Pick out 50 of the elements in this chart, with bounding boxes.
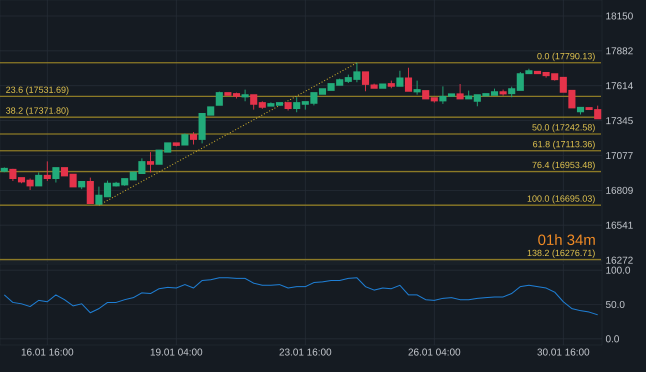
candlestick xyxy=(404,67,412,92)
x-tick-label: 16.01 16:00 xyxy=(22,348,74,356)
candlestick xyxy=(284,102,292,111)
candlestick xyxy=(250,94,258,110)
ref-line-label: 100.0 (16695.03) xyxy=(528,195,595,204)
ref-line-label: 61.8 (17113.36) xyxy=(533,140,595,150)
candlestick xyxy=(258,100,266,110)
y-tick-label: 0.0 xyxy=(606,335,619,342)
x-tick-label: 23.01 16:00 xyxy=(279,348,332,356)
x-tick-label: 26.01 04:00 xyxy=(408,348,460,356)
candlestick xyxy=(379,83,386,90)
y-tick-label: 17882 xyxy=(606,47,633,54)
candlestick xyxy=(52,166,60,184)
y-tick-label: 17345 xyxy=(606,117,633,124)
x-tick-label: 30.01 16:00 xyxy=(537,348,590,356)
candlestick xyxy=(146,152,154,173)
candlestick xyxy=(500,89,507,96)
y-tick-label: 16809 xyxy=(606,186,633,194)
candlestick xyxy=(0,166,8,173)
ref-line-label: 138.2 (16276.71) xyxy=(528,250,595,258)
candlestick xyxy=(456,84,464,100)
candlestick xyxy=(396,70,404,88)
ref-line-label: 23.6 (17531.69) xyxy=(6,86,68,95)
candlestick xyxy=(172,142,180,147)
x-tick-label: 19.01 04:00 xyxy=(150,348,202,356)
y-tick-label: 16272 xyxy=(606,256,633,264)
y-tick-label: 18150 xyxy=(606,12,633,20)
candlestick xyxy=(44,160,51,182)
ref-line-label: 38.2 (17371.80) xyxy=(6,107,68,116)
annotation: 01h 34m xyxy=(538,234,595,246)
candlestick xyxy=(293,96,300,113)
candlestick xyxy=(181,132,188,146)
y-tick-label: 17614 xyxy=(606,82,633,90)
candlestick xyxy=(190,132,198,145)
ref-line-label: 50.0 (17242.58) xyxy=(532,124,595,132)
candlestick xyxy=(86,177,94,204)
ref-line-label: 76.4 (16953.48) xyxy=(532,162,595,170)
ref-line-label: 0.0 (17790.13) xyxy=(537,52,595,62)
candlestick xyxy=(35,172,42,187)
y-tick-label: 17077 xyxy=(606,152,633,160)
candlestick xyxy=(216,91,223,106)
candlestick xyxy=(388,80,395,89)
y-tick-label: 100.0 xyxy=(606,266,630,274)
y-tick-label: 50.0 xyxy=(606,300,625,308)
candlestick xyxy=(576,106,584,115)
line-series xyxy=(4,277,598,316)
candlestick xyxy=(414,80,421,96)
candlestick xyxy=(78,180,86,190)
candlestick xyxy=(242,89,249,102)
y-tick-label: 16541 xyxy=(606,222,633,229)
